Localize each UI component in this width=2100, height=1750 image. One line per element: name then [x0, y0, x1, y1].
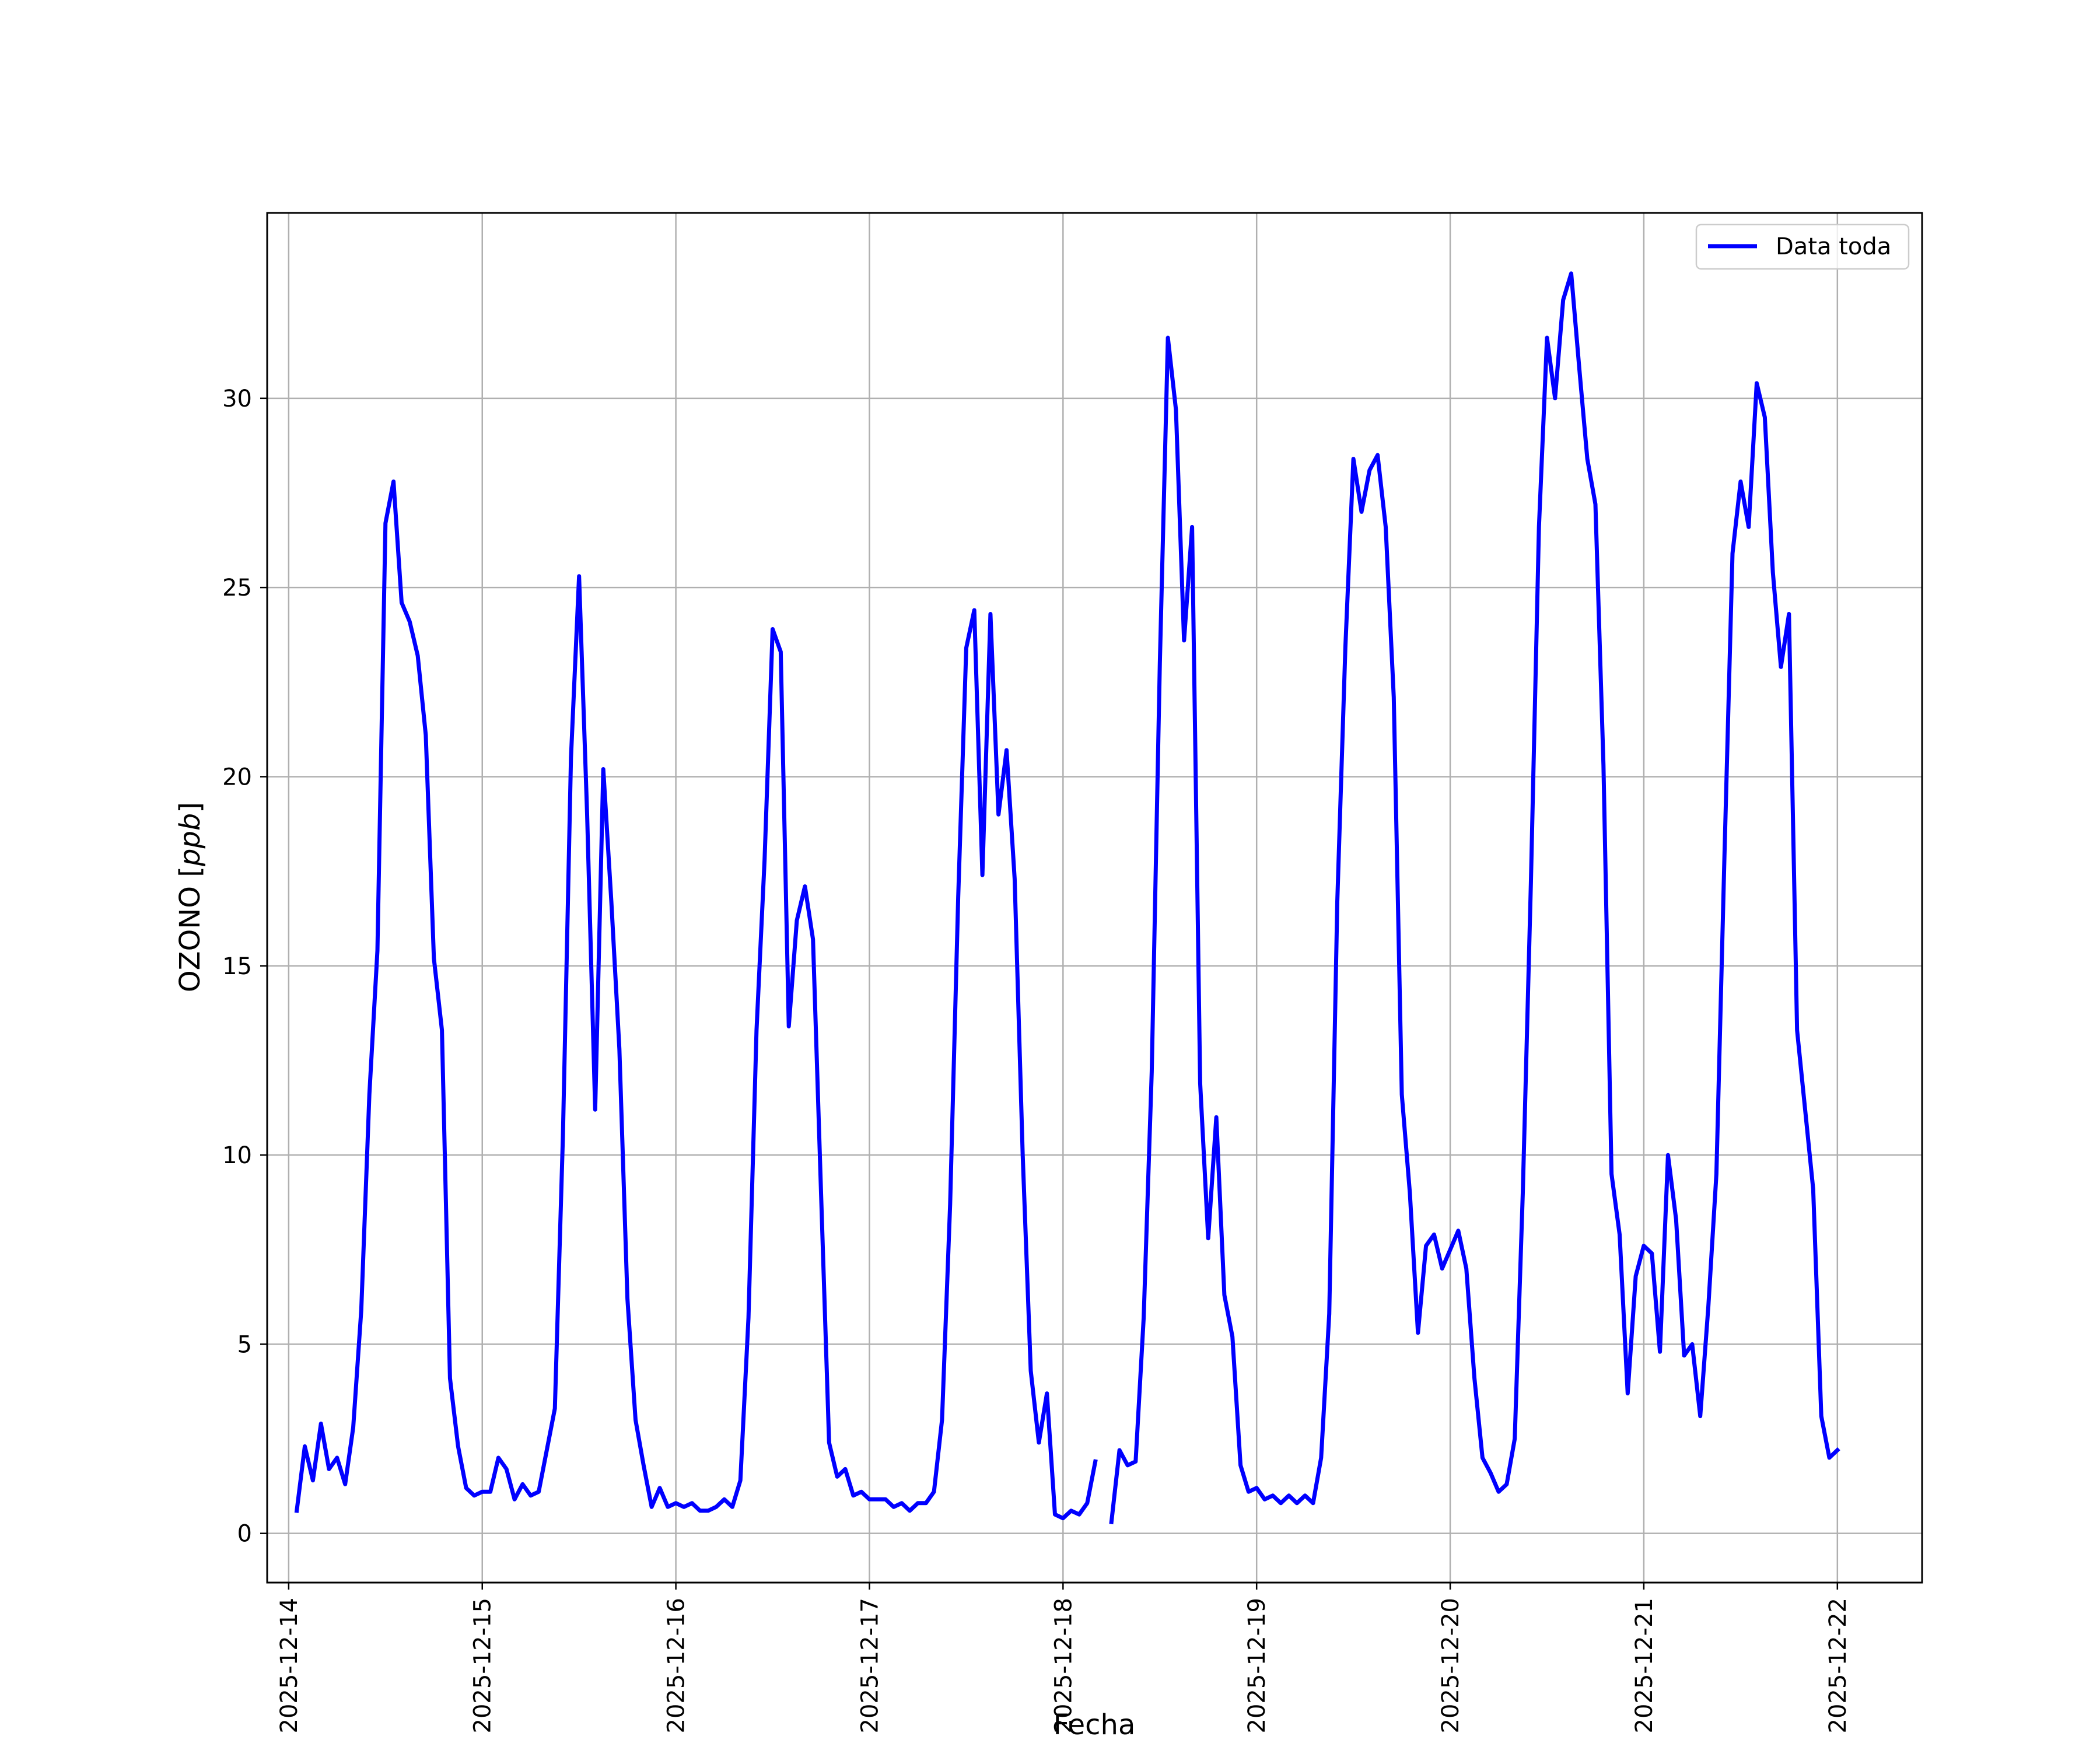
series-line [294, 480, 1098, 1521]
y-axis-title-unit: ppb [174, 813, 206, 867]
y-tick-label: 25 [222, 575, 252, 601]
y-axis-title: OZONO [ppb] [174, 802, 206, 992]
y-tick-label: 10 [222, 1142, 252, 1169]
y-tick-label: 20 [222, 764, 252, 790]
x-tick-label: 2025-12-20 [1437, 1598, 1464, 1733]
y-tick-label: 15 [222, 953, 252, 980]
plot-frame [266, 212, 1923, 1584]
x-tick-label: 2025-12-22 [1825, 1598, 1852, 1733]
series-line [1109, 271, 1840, 1525]
x-tick-label: 2025-12-19 [1244, 1598, 1270, 1733]
y-tick-label: 30 [222, 386, 252, 412]
x-tick-label: 2025-12-17 [856, 1598, 883, 1733]
y-axis-title-close: ] [174, 802, 206, 813]
ticks: 2025-12-14 2025-12-15 2025-12-16 2025-12-17… [222, 386, 1852, 1734]
grid [267, 213, 1922, 1583]
plot-background [267, 213, 1922, 1583]
legend-label: Data toda [1776, 233, 1891, 260]
y-tick-label: 5 [237, 1331, 252, 1358]
series-layer [294, 271, 1840, 1525]
x-tick-label: 2025-12-14 [276, 1598, 303, 1733]
legend: Data toda [1695, 223, 1910, 270]
x-axis-title: Fecha [1054, 1709, 1136, 1741]
legend-box [1695, 223, 1910, 270]
x-tick-label: 2025-12-18 [1050, 1598, 1077, 1733]
x-tick-label: 2025-12-15 [470, 1598, 496, 1733]
y-tick-label: 0 [237, 1521, 252, 1548]
x-tick-label: 2025-12-16 [663, 1598, 690, 1733]
y-axis-title-main: OZONO [ [174, 866, 206, 992]
x-tick-label: 2025-12-21 [1631, 1598, 1658, 1733]
